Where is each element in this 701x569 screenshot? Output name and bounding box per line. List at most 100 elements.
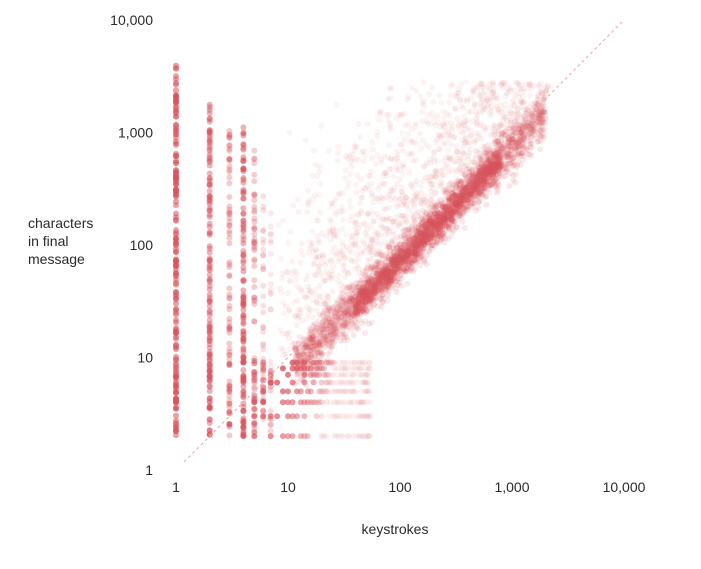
data-point (361, 185, 368, 192)
data-point (307, 365, 314, 372)
data-point (489, 128, 496, 135)
data-point (251, 296, 258, 303)
data-point (453, 168, 460, 175)
data-point (292, 312, 299, 319)
data-point (267, 379, 274, 386)
data-point (292, 312, 298, 319)
data-point (278, 345, 285, 352)
data-point (317, 344, 324, 351)
data-point (226, 219, 233, 225)
data-point (277, 327, 284, 334)
data-point (341, 274, 348, 281)
data-point (443, 164, 450, 171)
data-point (376, 282, 383, 289)
data-point (414, 210, 421, 217)
data-point (274, 379, 281, 386)
data-point (386, 243, 392, 250)
data-point (415, 247, 422, 254)
data-point (173, 395, 179, 402)
data-point (285, 239, 292, 246)
data-point (348, 233, 355, 240)
data-point (497, 102, 504, 109)
data-point (267, 237, 274, 244)
data-point (364, 120, 371, 127)
data-point (206, 157, 213, 164)
data-point (304, 295, 311, 302)
data-point (535, 91, 542, 98)
data-point (386, 225, 393, 232)
data-point (477, 100, 484, 107)
data-point (461, 224, 468, 231)
data-point (469, 118, 476, 125)
data-point (173, 216, 179, 223)
data-point (173, 130, 179, 137)
data-point (462, 79, 469, 86)
data-point (334, 297, 340, 304)
data-point (344, 270, 351, 277)
data-point (430, 115, 437, 121)
data-point (379, 195, 386, 201)
data-point (481, 105, 488, 112)
data-point (473, 189, 479, 196)
data-point (316, 263, 323, 270)
data-point (343, 153, 350, 160)
data-point (325, 147, 332, 154)
data-point (289, 379, 296, 386)
data-point (310, 196, 317, 203)
data-point (477, 108, 483, 115)
data-point (474, 192, 481, 199)
data-point (478, 81, 485, 88)
data-point (300, 348, 307, 354)
data-point (393, 167, 400, 174)
data-point (517, 137, 524, 144)
data-point (406, 206, 413, 213)
data-point (399, 227, 406, 234)
data-point (386, 142, 393, 149)
data-point (295, 312, 302, 319)
data-point (491, 136, 498, 143)
data-point (462, 162, 469, 169)
data-point (337, 281, 344, 288)
data-point (206, 263, 213, 270)
data-point (379, 216, 386, 223)
data-point (367, 173, 374, 180)
data-point (520, 121, 527, 127)
data-point (321, 307, 328, 314)
data-point (374, 129, 381, 136)
data-point (413, 88, 420, 94)
data-point (328, 257, 335, 263)
data-point (501, 79, 508, 86)
data-point (482, 145, 488, 152)
data-point (357, 134, 364, 141)
data-point (293, 277, 299, 284)
data-point (226, 142, 233, 149)
data-point (401, 198, 408, 205)
data-point (251, 147, 258, 154)
data-point (469, 158, 476, 165)
data-point (518, 98, 525, 105)
data-point (327, 275, 334, 282)
data-point (430, 99, 437, 106)
data-point (337, 314, 344, 321)
data-point (384, 172, 390, 179)
data-point (308, 307, 314, 313)
data-point (352, 388, 359, 395)
data-point (353, 325, 360, 331)
data-point (518, 104, 525, 111)
data-point (467, 95, 474, 102)
data-point (491, 131, 498, 138)
data-point (359, 293, 365, 300)
data-point (514, 138, 521, 145)
data-point (504, 117, 511, 124)
data-point (369, 235, 376, 242)
data-point (475, 199, 482, 206)
data-point (504, 154, 511, 160)
data-point (226, 174, 233, 181)
data-point (327, 216, 334, 223)
data-point (421, 163, 427, 170)
data-point (306, 306, 312, 313)
data-point (480, 103, 487, 110)
data-point (391, 236, 398, 243)
data-point (539, 118, 546, 125)
data-point (330, 329, 337, 336)
